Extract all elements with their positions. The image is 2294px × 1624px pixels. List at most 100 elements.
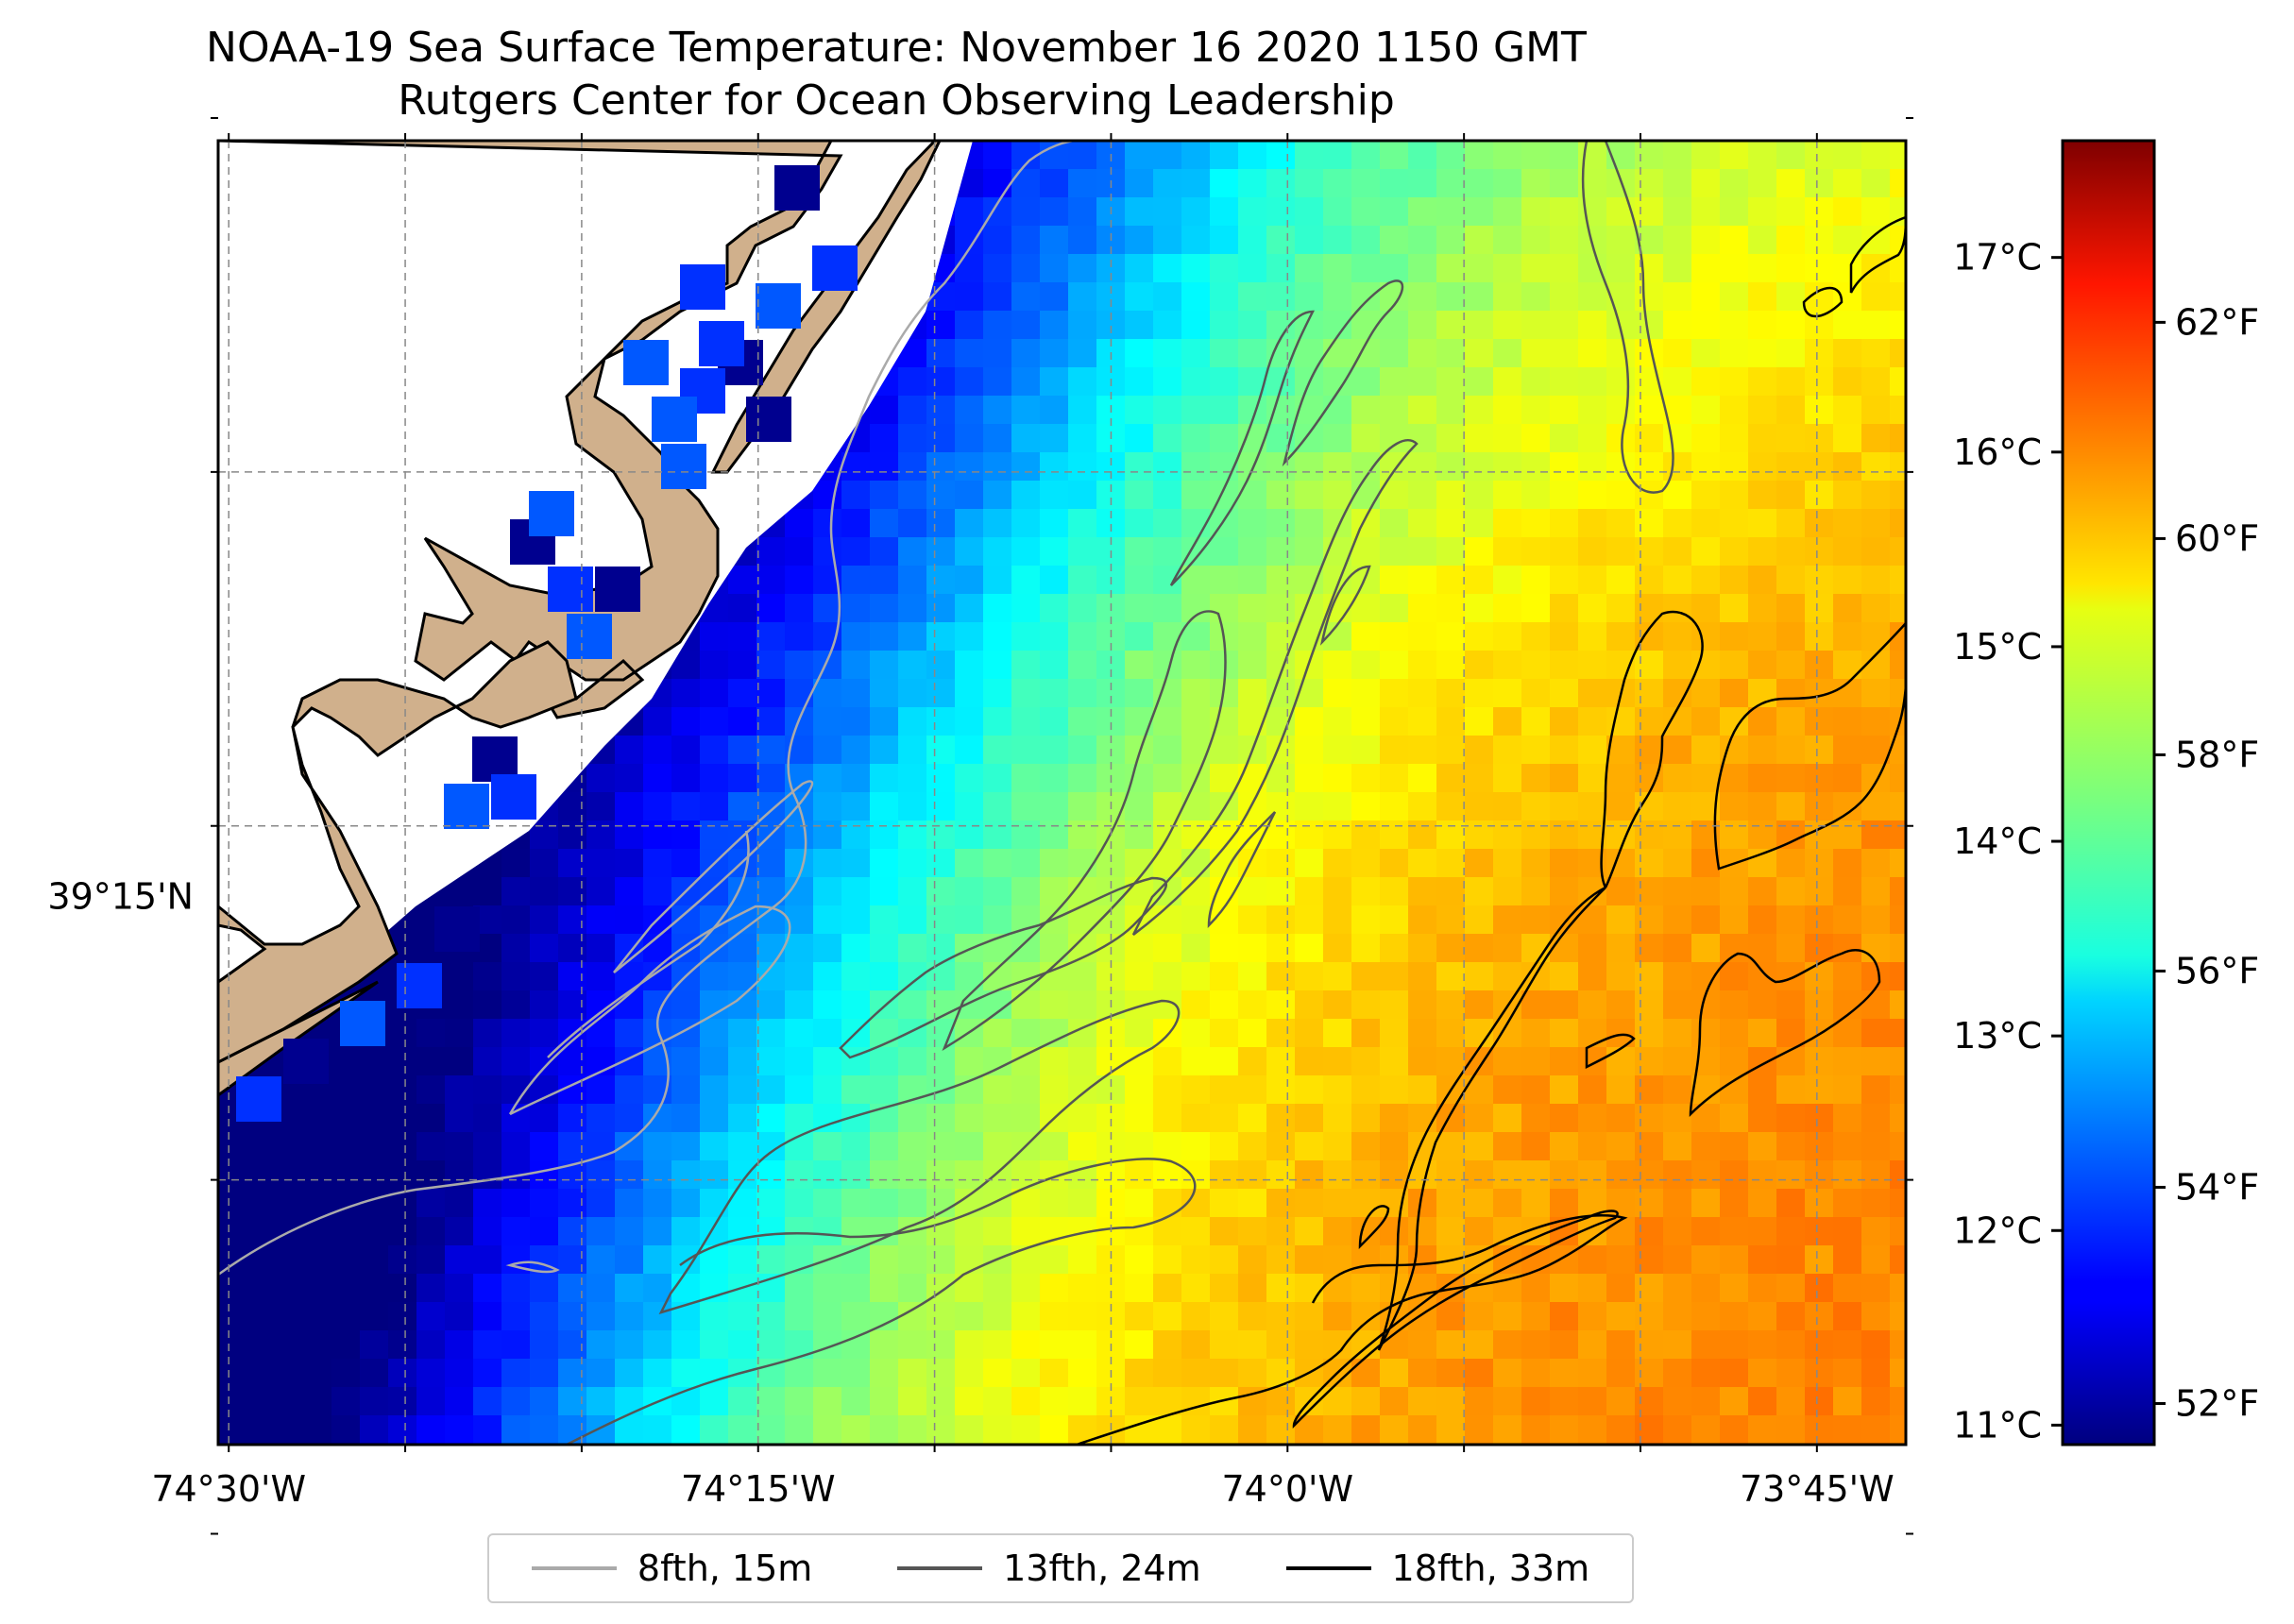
sst-cell <box>1436 736 1466 765</box>
sst-cell <box>983 905 1012 935</box>
contour-13fth-ridge-5 <box>1207 811 1277 929</box>
sst-cell <box>1125 679 1154 708</box>
sst-cell <box>1776 1047 1806 1076</box>
sst-cell <box>1550 1189 1579 1218</box>
sst-cell <box>1748 962 1777 991</box>
sst-cell <box>1493 197 1522 227</box>
sst-cell <box>331 1302 361 1331</box>
sst-cell <box>1266 820 1296 850</box>
sst-cell <box>1011 736 1041 765</box>
sst-cell <box>558 905 587 935</box>
sst-cell <box>1125 1245 1154 1275</box>
sst-cell <box>1040 311 1069 340</box>
sst-cell <box>1068 339 1097 368</box>
sst-cell <box>1153 1274 1182 1303</box>
sst-cell <box>1861 679 1891 708</box>
sst-cell <box>1266 877 1296 906</box>
sst-cell <box>1635 849 1664 878</box>
sst-cell <box>1691 1189 1721 1218</box>
sst-cell <box>1040 934 1069 963</box>
sst-cell <box>700 877 729 906</box>
sst-cell <box>1266 990 1296 1020</box>
sst-cell <box>983 1104 1012 1133</box>
sst-cell <box>1266 509 1296 538</box>
sst-cell <box>1550 1075 1579 1105</box>
sst-cell <box>473 1245 502 1275</box>
sst-cell <box>1776 1274 1806 1303</box>
sst-cell <box>473 1189 502 1218</box>
sst-cell <box>1436 1444 1466 1445</box>
sst-cell <box>1465 396 1494 425</box>
sst-cell <box>671 1387 701 1416</box>
sst-cell <box>1691 282 1721 312</box>
sst-cell <box>1351 481 1381 510</box>
legend-label: 13fth, 24m <box>1003 1548 1201 1589</box>
sst-cell <box>870 566 899 595</box>
sst-cell <box>1578 962 1607 991</box>
sst-cell <box>898 707 927 736</box>
sst-cell <box>1040 1047 1069 1076</box>
sst-cell <box>1436 820 1466 850</box>
sst-cell <box>700 1387 729 1416</box>
sst-cell <box>700 622 729 651</box>
sst-cell <box>1266 1245 1296 1275</box>
sst-cell <box>1295 1330 1324 1360</box>
sst-cell <box>1635 820 1664 850</box>
sst-cell <box>1351 736 1381 765</box>
sst-cell <box>1833 1189 1862 1218</box>
sst-cell <box>983 820 1012 850</box>
sst-cell <box>926 707 956 736</box>
sst-cell <box>1890 311 1906 340</box>
sst-cell <box>671 1189 701 1218</box>
sst-cell <box>1210 1330 1239 1360</box>
sst-cell <box>813 1019 842 1048</box>
sst-cell <box>615 1302 644 1331</box>
sst-cell <box>331 1132 361 1161</box>
sst-cell <box>1153 424 1182 453</box>
sst-cell <box>1068 707 1097 736</box>
sst-cell <box>615 1019 644 1048</box>
sst-cell <box>360 1160 389 1190</box>
sst-cell <box>1720 566 1749 595</box>
sst-cell <box>1720 1330 1749 1360</box>
sst-cell <box>1011 877 1041 906</box>
sst-cell <box>926 1245 956 1275</box>
sst-cell <box>1550 792 1579 821</box>
sst-cell <box>1890 1245 1906 1275</box>
sst-cell <box>303 1330 332 1360</box>
sst-cell <box>331 1047 361 1076</box>
sst-cell <box>1181 1302 1211 1331</box>
sst-cell <box>1550 1387 1579 1416</box>
sst-cell <box>898 962 927 991</box>
sst-cell <box>1011 509 1041 538</box>
sst-cell <box>955 877 984 906</box>
sst-cell <box>1408 849 1437 878</box>
sst-cell <box>1635 792 1664 821</box>
sst-cell <box>870 1189 899 1218</box>
sst-cell <box>1465 226 1494 255</box>
sst-cell <box>1606 1075 1636 1105</box>
sst-cell <box>1748 1189 1777 1218</box>
sst-cell <box>1266 1217 1296 1246</box>
sst-cell <box>785 1415 814 1445</box>
sst-cell <box>218 1132 247 1161</box>
sst-cell <box>785 622 814 651</box>
sst-cell <box>1068 990 1097 1020</box>
sst-cell <box>955 509 984 538</box>
sst-cell <box>388 1387 417 1416</box>
sst-cell <box>1606 1387 1636 1416</box>
sst-cell <box>1833 764 1862 793</box>
sst-cell <box>983 1302 1012 1331</box>
sst-cell <box>1861 990 1891 1020</box>
sst-cell <box>1748 1359 1777 1388</box>
contour-8fth-shoal-a <box>508 905 791 1116</box>
sst-cell <box>1436 1359 1466 1388</box>
sst-cell <box>1691 396 1721 425</box>
sst-cell <box>1465 962 1494 991</box>
sst-cell <box>1238 226 1267 255</box>
sst-cell <box>331 1387 361 1416</box>
sst-cell <box>1125 169 1154 198</box>
sst-cell <box>246 1359 276 1388</box>
sst-cell <box>1068 509 1097 538</box>
sst-cell <box>955 1047 984 1076</box>
